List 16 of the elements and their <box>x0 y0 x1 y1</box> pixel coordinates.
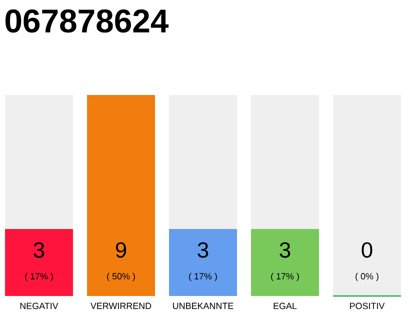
x-tick-label: UNBEKANNTE <box>173 302 234 310</box>
data-label: 3 <box>34 242 44 258</box>
data-label: 9 <box>116 242 126 258</box>
annotation: ( 0% ) <box>356 272 378 282</box>
x-tick-label: POSITIV <box>350 302 385 310</box>
x-tick-label: NEGATIV <box>20 302 58 310</box>
data-label: 3 <box>198 242 208 258</box>
x-tick-label: VERWIRREND <box>90 302 152 309</box>
data-label: 0 <box>362 242 372 258</box>
annotation: ( 17% ) <box>271 272 299 282</box>
annotation: ( 17% ) <box>25 272 53 282</box>
x-tick-label: EGAL <box>274 302 297 310</box>
chart-title: 067878624 <box>5 9 169 33</box>
annotation: ( 17% ) <box>189 272 217 282</box>
annotation: ( 50% ) <box>107 272 135 282</box>
data-label: 3 <box>280 242 290 258</box>
